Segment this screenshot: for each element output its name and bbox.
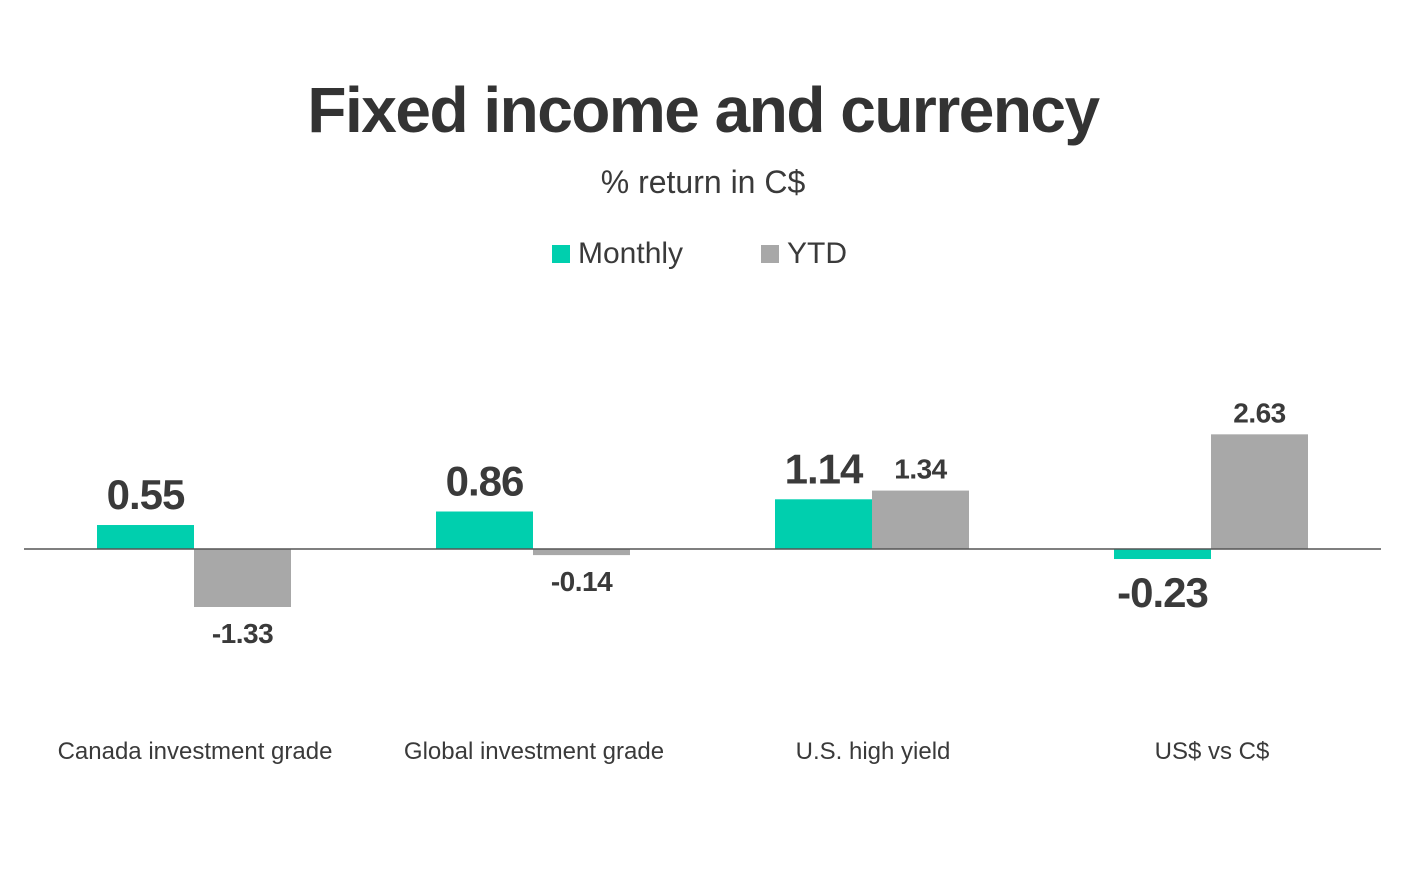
- data-label-ytd-u-s-high-yield: 1.34: [894, 454, 947, 485]
- chart-legend: Monthly YTD: [552, 232, 847, 276]
- data-label-monthly-u-s-high-yield: 1.14: [785, 445, 864, 492]
- category-label-us-high-yield: U.S. high yield: [795, 738, 951, 765]
- legend-item-monthly: Monthly: [552, 237, 683, 271]
- category-label-canada-investment-grade: Canada investment grade: [57, 738, 333, 765]
- chart-subtitle: % return in C$: [600, 164, 806, 200]
- legend-swatch-ytd: [761, 245, 780, 263]
- legend-label-ytd: YTD: [787, 237, 848, 270]
- bar-ytd-us-vs-c: [1211, 434, 1308, 549]
- legend-label-monthly: Monthly: [578, 237, 684, 270]
- category-label-global-investment-grade: Global investment grade: [403, 738, 665, 765]
- bar-monthly-u-s-high-yield: [775, 499, 872, 549]
- bar-monthly-us-vs-c: [1114, 549, 1211, 560]
- legend-swatch-monthly: [552, 245, 570, 263]
- category-label-usd-vs-cad: US$ vs C$: [1154, 738, 1270, 765]
- data-label-ytd-global-investment-grade: -0.14: [551, 566, 613, 597]
- data-label-ytd-canada-investment-grade: -1.33: [212, 618, 273, 649]
- bar-ytd-canada-investment-grade: [194, 549, 291, 607]
- data-label-monthly-us-vs-c: -0.23: [1117, 569, 1208, 616]
- bar-monthly-global-investment-grade: [436, 511, 533, 549]
- chart-title: Fixed income and currency: [307, 74, 1100, 146]
- legend-item-ytd: YTD: [761, 237, 847, 271]
- data-label-monthly-canada-investment-grade: 0.55: [107, 471, 185, 518]
- bar-ytd-u-s-high-yield: [872, 490, 969, 549]
- data-label-ytd-us-vs-c: 2.63: [1233, 397, 1286, 428]
- bar-ytd-global-investment-grade: [533, 549, 630, 556]
- data-label-monthly-global-investment-grade: 0.86: [446, 458, 524, 505]
- bar-monthly-canada-investment-grade: [97, 525, 194, 549]
